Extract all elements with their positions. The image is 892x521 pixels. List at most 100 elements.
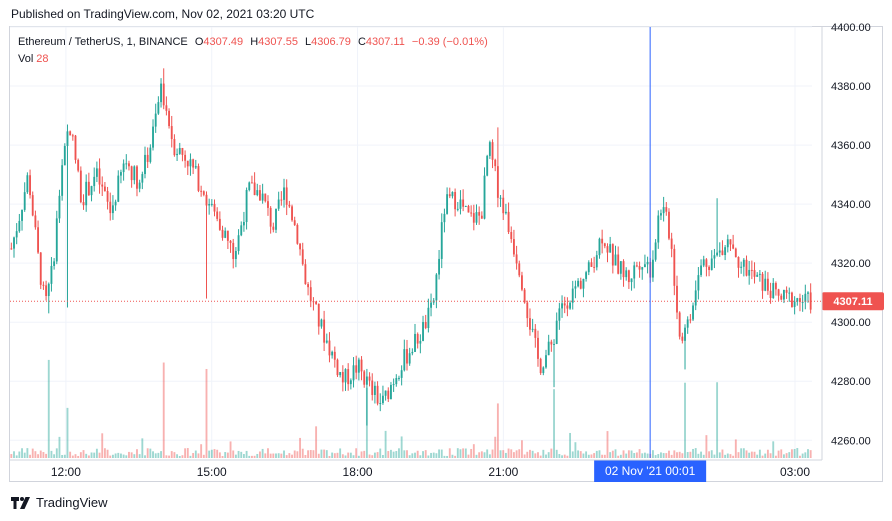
volume-bar bbox=[799, 455, 801, 458]
volume-bar bbox=[285, 455, 288, 458]
candle-body bbox=[395, 378, 398, 385]
candle-body bbox=[408, 353, 411, 364]
volume-bar bbox=[673, 450, 676, 458]
volume-bar bbox=[796, 448, 799, 458]
candle-body bbox=[791, 292, 793, 307]
volume-bar bbox=[371, 455, 374, 458]
candle-body bbox=[336, 359, 339, 376]
volume-bar bbox=[414, 452, 416, 458]
volume-bar bbox=[587, 454, 590, 458]
volume-bar bbox=[50, 450, 53, 458]
footer-brand[interactable]: TradingView bbox=[11, 495, 108, 510]
candle-body bbox=[226, 230, 229, 241]
volume-bar bbox=[210, 449, 213, 458]
volume-bar bbox=[178, 455, 181, 458]
volume-bars bbox=[10, 359, 812, 458]
volume-value: 28 bbox=[36, 53, 49, 65]
candle-body bbox=[793, 301, 796, 307]
candle-body bbox=[518, 263, 521, 276]
volume-bar bbox=[291, 454, 293, 458]
footer-brand-label: TradingView bbox=[36, 495, 108, 510]
candle-body bbox=[545, 355, 547, 368]
volume-bar bbox=[609, 452, 612, 458]
candle-body bbox=[248, 182, 251, 191]
volume-bar bbox=[280, 453, 283, 458]
candle-body bbox=[392, 384, 395, 386]
volume-bar bbox=[472, 444, 475, 458]
volume-bar bbox=[804, 452, 807, 458]
volume-bar bbox=[670, 454, 673, 458]
volume-bar bbox=[245, 450, 248, 458]
candle-body bbox=[550, 341, 553, 345]
candle-body bbox=[446, 194, 449, 214]
volume-bar bbox=[376, 452, 379, 458]
candle-body bbox=[352, 365, 355, 381]
candle-body bbox=[232, 242, 235, 260]
volume-bar bbox=[283, 450, 285, 458]
volume-bar bbox=[491, 449, 494, 458]
volume-bar bbox=[309, 449, 312, 458]
candle-body bbox=[74, 135, 77, 160]
volume-bar bbox=[275, 453, 277, 458]
volume-bar bbox=[478, 452, 481, 458]
candle-body bbox=[216, 211, 219, 219]
volume-bar bbox=[483, 452, 486, 458]
candle-body bbox=[582, 278, 585, 289]
candle-body bbox=[152, 126, 154, 148]
volume-bar bbox=[758, 449, 761, 458]
close-value: 4307.11 bbox=[365, 36, 405, 48]
candle-body bbox=[224, 230, 227, 238]
volume-bar bbox=[539, 455, 542, 458]
volume-bar bbox=[488, 454, 491, 458]
candle-body bbox=[809, 292, 812, 310]
candle-body bbox=[734, 248, 737, 258]
volume-bar bbox=[464, 448, 467, 458]
candle-body bbox=[700, 265, 702, 276]
candle-body bbox=[200, 190, 203, 192]
volume-bar bbox=[430, 452, 432, 458]
candle-body bbox=[726, 239, 729, 248]
candle-body bbox=[120, 172, 122, 176]
volume-bar bbox=[801, 453, 804, 458]
y-tick-label: 4300.00 bbox=[831, 317, 871, 329]
volume-bar bbox=[344, 455, 347, 458]
volume-bar bbox=[510, 449, 513, 458]
candle-body bbox=[98, 168, 101, 185]
volume-bar bbox=[39, 450, 42, 458]
volume-bar bbox=[264, 453, 267, 458]
volume-bar bbox=[416, 450, 419, 458]
volume-bar bbox=[323, 449, 326, 458]
candle-body bbox=[13, 237, 15, 249]
candle-body bbox=[419, 340, 422, 344]
candle-body bbox=[488, 142, 491, 156]
candle-body bbox=[371, 380, 374, 395]
candle-body bbox=[237, 235, 240, 252]
x-tick-label: 12:00 bbox=[51, 465, 81, 479]
volume-bar bbox=[170, 451, 173, 458]
volume-bar bbox=[614, 449, 617, 458]
candle-body bbox=[774, 283, 777, 290]
candle-body bbox=[496, 166, 499, 198]
volume-bar bbox=[502, 450, 505, 458]
candle-body bbox=[416, 333, 419, 344]
volume-bar bbox=[422, 451, 424, 458]
candle-body bbox=[721, 250, 724, 256]
candle-body bbox=[526, 302, 529, 319]
volume-bar bbox=[320, 449, 323, 458]
volume-bar bbox=[563, 454, 566, 458]
volume-bar bbox=[681, 453, 684, 458]
candle-body bbox=[29, 175, 31, 196]
x-tick-label: 03:00 bbox=[780, 465, 810, 479]
volume-bar bbox=[355, 448, 358, 458]
volume-bar bbox=[732, 455, 735, 458]
candle-body bbox=[807, 292, 809, 294]
candle-body bbox=[414, 333, 416, 352]
volume-label: Vol bbox=[18, 53, 34, 65]
volume-bar bbox=[229, 441, 232, 458]
candle-body bbox=[480, 215, 483, 219]
candle-body bbox=[435, 274, 438, 301]
candle-body bbox=[619, 261, 622, 274]
candle-body bbox=[379, 403, 382, 405]
volume-bar bbox=[315, 426, 318, 458]
